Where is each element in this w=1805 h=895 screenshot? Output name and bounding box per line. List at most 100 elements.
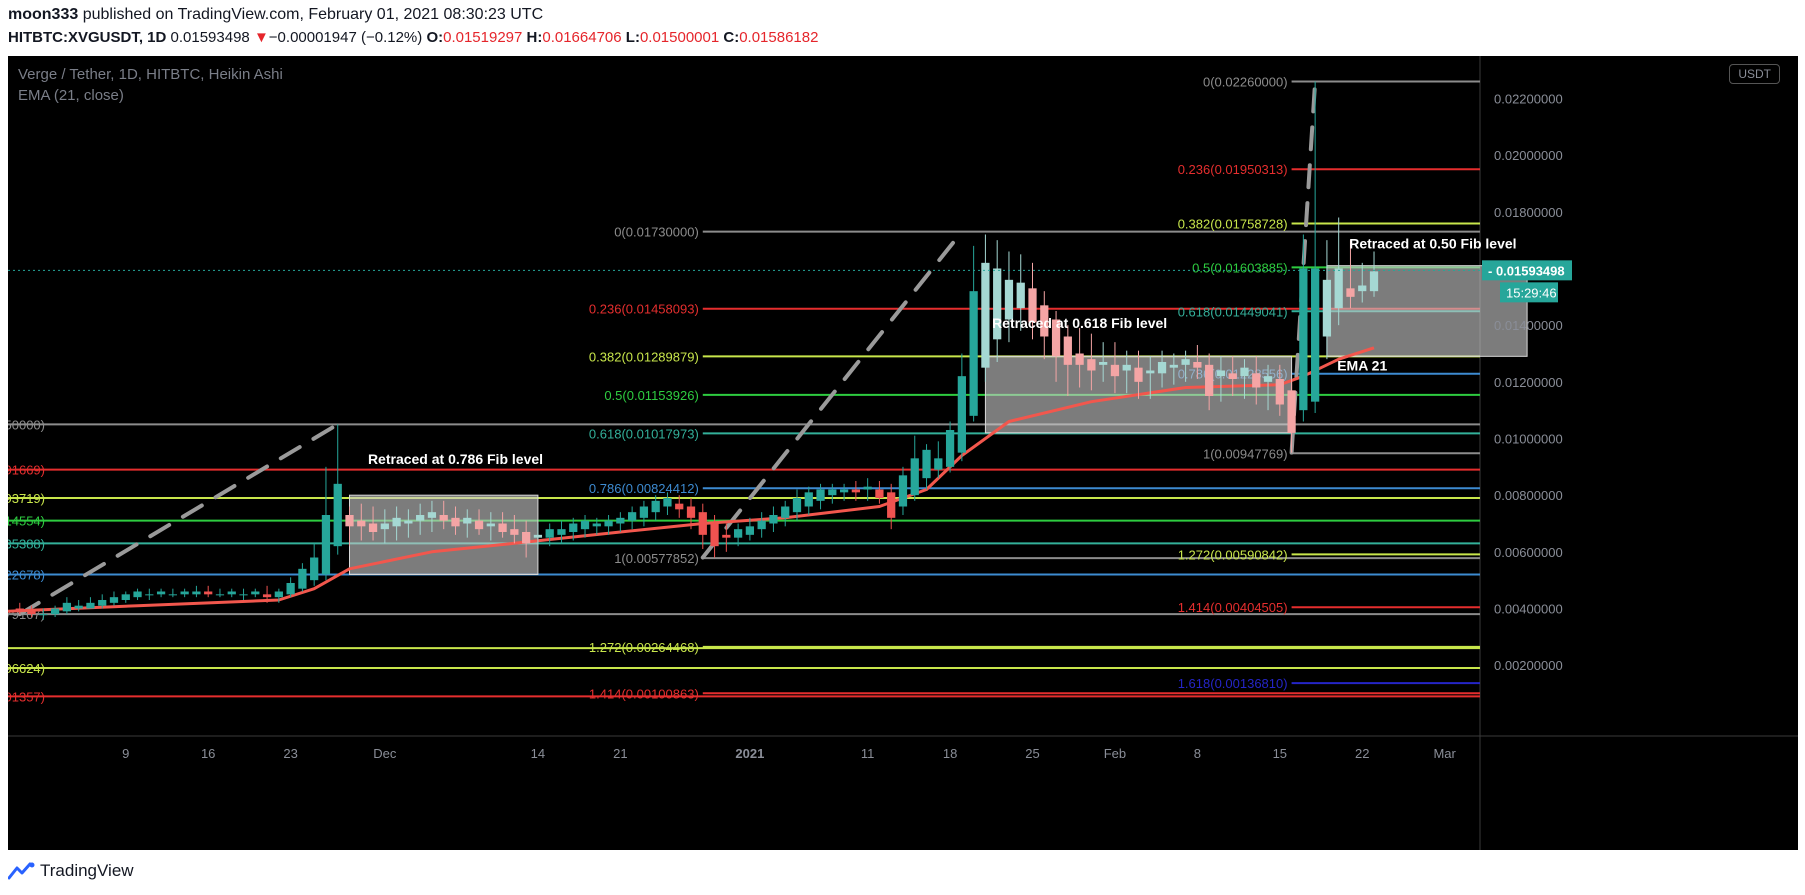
candle-body: [416, 515, 425, 521]
price-axis-tick: 0.00400000: [1494, 602, 1563, 617]
time-axis-tick: 14: [531, 746, 545, 761]
candle-body: [639, 506, 649, 518]
candle-body: [922, 449, 931, 479]
candle-body: [215, 594, 225, 596]
close-value: 0.01586182: [739, 29, 819, 46]
candle-body: [816, 489, 825, 501]
fib-level-label: 0.382(0.01758728): [1178, 217, 1288, 232]
candle-body: [74, 605, 83, 609]
candle-body: [286, 583, 295, 595]
candle-body: [898, 475, 908, 507]
time-axis-tick: 21: [613, 746, 627, 761]
time-axis-tick: Mar: [1433, 746, 1456, 761]
candle-body: [251, 591, 260, 595]
last-price-label: - 0.01593498: [1488, 263, 1565, 278]
candle-body: [675, 503, 684, 510]
candle-body: [863, 486, 872, 490]
candle-body: [545, 529, 554, 538]
candle-body: [357, 520, 366, 527]
publish-info: moon333 published on TradingView.com, Fe…: [8, 6, 543, 24]
candle-body: [887, 492, 896, 518]
author-name[interactable]: moon333: [8, 6, 79, 23]
countdown-label: 15:29:46: [1506, 285, 1557, 300]
candle-body: [368, 523, 378, 532]
price-chart[interactable]: 50000)91669)93719)14554)35388)22678)7910…: [8, 56, 1798, 850]
candle-body: [404, 520, 413, 524]
price-axis-tick: 0.02200000: [1494, 92, 1563, 107]
chart-annotation: Retraced at 0.786 Fib level: [368, 451, 543, 467]
candle-body: [1252, 373, 1261, 388]
candle-body: [1110, 364, 1120, 377]
fib-level-label: 01357): [8, 689, 45, 704]
currency-button[interactable]: USDT: [1729, 64, 1780, 84]
candle-body: [168, 594, 177, 596]
high-value: 0.01664706: [542, 29, 622, 46]
fib-level-label: 0.5(0.01153926): [604, 388, 698, 403]
chart-annotation: EMA 21: [1337, 358, 1387, 374]
candle-body: [274, 591, 283, 598]
chart-legend-ema[interactable]: EMA (21, close): [18, 87, 124, 104]
candle-body: [1051, 319, 1061, 357]
high-label: H:: [526, 29, 543, 46]
candle-body: [533, 534, 543, 538]
candle-body: [604, 520, 613, 527]
price-axis-tick: 0.00600000: [1494, 545, 1563, 560]
time-axis-tick: 2021: [735, 746, 764, 761]
last-price-tag: [1482, 260, 1572, 281]
time-axis-tick: 15: [1273, 746, 1287, 761]
candle-body: [616, 517, 625, 524]
candle-body: [969, 291, 978, 416]
candle-body: [651, 500, 660, 513]
candle-body: [345, 515, 354, 527]
tradingview-logo-icon: [8, 862, 35, 880]
fib-level-label: 1(0.00577852): [614, 551, 699, 566]
chart-panel[interactable]: 50000) 91669) 93719) 14554) 35388) 22678) 7910…: [8, 56, 1798, 850]
candle-body: [557, 529, 566, 535]
open-label: O:: [426, 29, 444, 46]
low-label: L:: [625, 29, 640, 46]
candle-body: [792, 498, 802, 513]
time-axis-tick: Feb: [1104, 746, 1126, 761]
candle-body: [227, 591, 236, 595]
price-axis-tick: 0.01000000: [1494, 432, 1563, 447]
candle-body: [1122, 364, 1131, 371]
tradingview-logo[interactable]: TradingView: [8, 861, 134, 881]
fib-level-label: 1.272(0.00264468): [589, 640, 699, 655]
candle-body: [628, 512, 637, 521]
time-axis-tick: 18: [943, 746, 957, 761]
candle-body: [1322, 279, 1332, 337]
candle-body: [1099, 362, 1108, 365]
candle-body: [1063, 336, 1072, 365]
candle-body: [910, 458, 919, 496]
price-axis-tick: 0.01800000: [1494, 205, 1563, 220]
candle-body: [1075, 353, 1084, 365]
candle-body: [204, 591, 213, 595]
candle-body: [27, 611, 36, 615]
candle-body: [839, 489, 849, 493]
candle-body: [1157, 362, 1167, 374]
fib-level-label: 35388): [8, 536, 45, 551]
candle-body: [62, 602, 72, 612]
time-axis-tick: 22: [1355, 746, 1369, 761]
open-value: 0.01519297: [443, 29, 523, 46]
fib-level-label: 1.272(0.00590842): [1178, 547, 1288, 562]
candle-body: [1134, 367, 1143, 382]
candle-body: [580, 520, 590, 530]
candle-body: [427, 512, 437, 518]
time-axis-tick: 25: [1025, 746, 1039, 761]
candle-body: [192, 591, 201, 595]
candle-body: [1334, 268, 1343, 309]
fib-level-label: 96624): [8, 661, 45, 676]
time-axis-tick: Dec: [373, 746, 397, 761]
candle-body: [1228, 373, 1237, 379]
candle-body: [486, 523, 495, 527]
close-label: C:: [723, 29, 740, 46]
candle-body: [145, 594, 154, 596]
fib-level-label: 1.414(0.00100863): [589, 686, 699, 701]
countdown-tag: [1500, 282, 1558, 303]
fib-level-label: 0(0.02260000): [1203, 75, 1288, 90]
fib-level-label: 50000): [8, 417, 45, 432]
trend-dashed-line: [700, 229, 964, 560]
candle-body: [1181, 359, 1190, 365]
candle-body: [722, 534, 731, 538]
